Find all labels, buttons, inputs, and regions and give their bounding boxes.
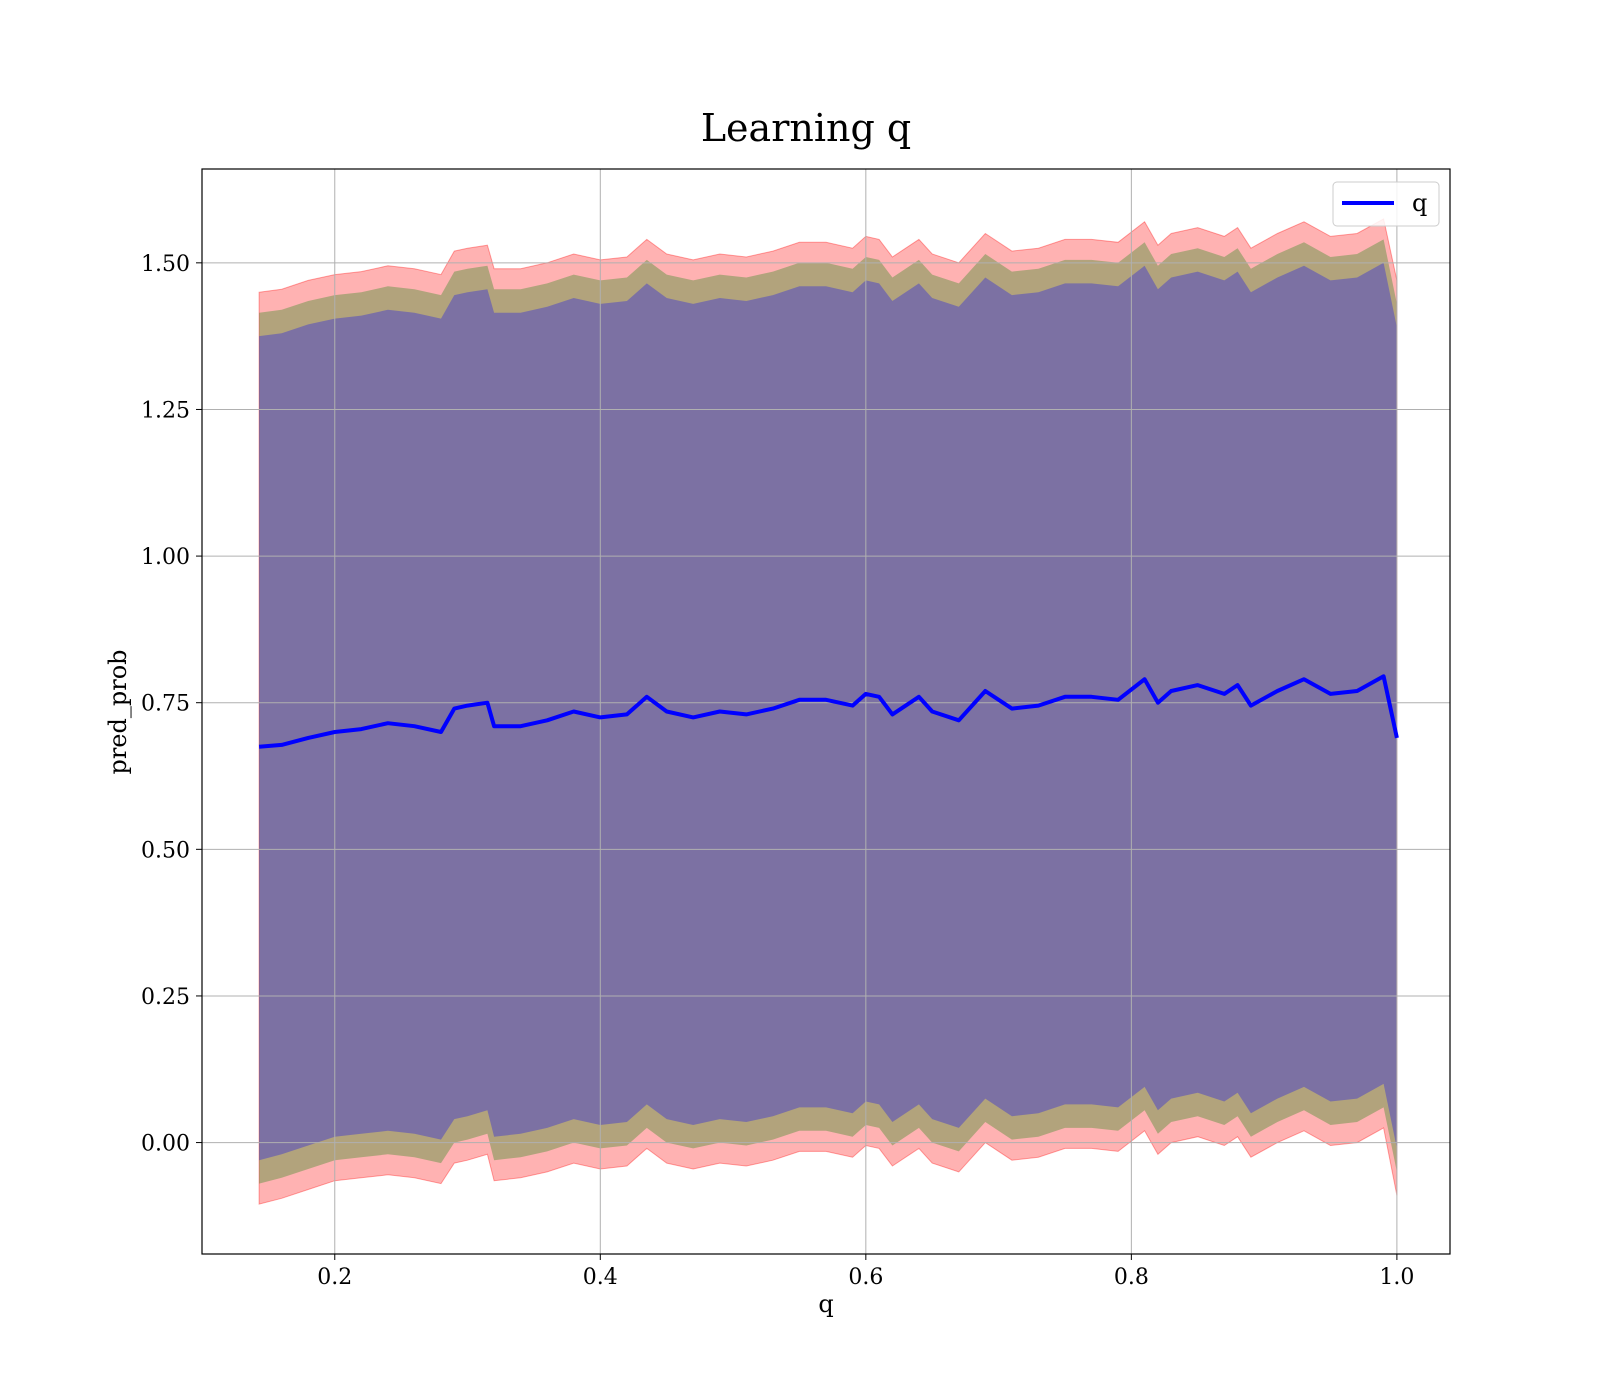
- series-q: [258, 674, 1399, 749]
- confidence-bands: [258, 218, 1398, 1205]
- y-tick-label: 0.25: [141, 985, 190, 1010]
- line-q: [258, 674, 1399, 749]
- x-tick-label: 1.0: [1379, 1265, 1414, 1290]
- x-tick-label: 0.2: [317, 1265, 352, 1290]
- chart-title: Learning q: [701, 106, 911, 150]
- grid-lines: [202, 169, 1450, 1254]
- y-tick-label: 0.75: [141, 692, 190, 717]
- x-tick-label: 0.8: [1114, 1265, 1149, 1290]
- plot-area: [201, 168, 1451, 1255]
- legend-label-q: q: [1412, 189, 1427, 217]
- y-tick-label: 1.50: [141, 252, 190, 277]
- y-tick-label: 1.00: [141, 545, 190, 570]
- x-tick-label: 0.6: [848, 1265, 883, 1290]
- legend: q: [1332, 181, 1440, 227]
- band-90-area: [259, 239, 1397, 1184]
- plot-frame: [201, 168, 1451, 1255]
- x-axis-label: q: [818, 1290, 833, 1318]
- y-tick-label: 1.25: [141, 398, 190, 423]
- y-tick-label: 0.50: [141, 838, 190, 863]
- x-tick-label: 0.4: [583, 1265, 618, 1290]
- band-80-area: [259, 262, 1397, 1161]
- y-axis: 0.00 0.25 0.50 0.75 1.00 1.25 1.50: [141, 252, 202, 1157]
- y-axis-label: pred_prob: [104, 649, 132, 774]
- x-axis: 0.2 0.4 0.6 0.8 1.0: [317, 1254, 1414, 1290]
- y-tick-label: 0.00: [141, 1132, 190, 1157]
